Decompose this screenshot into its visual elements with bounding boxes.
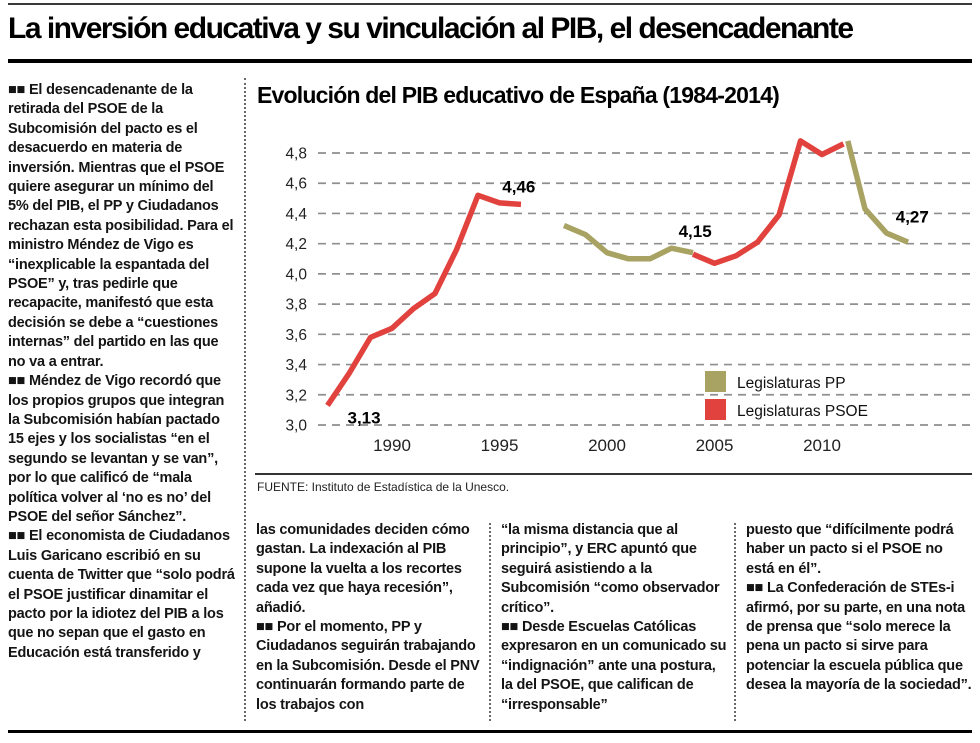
x-axis-tick-label: 1995: [481, 436, 519, 455]
article-paragraph: ■■ El economista de Ciudadanos Luis Gari…: [8, 528, 235, 661]
source-rule: [255, 473, 972, 475]
dotted-column-separator: [244, 78, 246, 721]
article-bottom-column-1: las comunidades deciden cómo gastan. La …: [256, 521, 483, 715]
data-line: [691, 138, 845, 267]
y-axis-tick-label: 3,0: [285, 418, 307, 435]
article-bottom-column-3: puesto que “difícilmente podrá haber un …: [746, 521, 972, 696]
article-paragraph: puesto que “difícilmente podrá haber un …: [746, 522, 954, 577]
data-line: [562, 222, 694, 262]
page-title: La inversión educativa y su vinculación …: [8, 12, 854, 45]
x-axis-tick-label: 1990: [373, 436, 411, 455]
legend-label: Legislaturas PSOE: [737, 403, 868, 420]
article-paragraph: ■■ Por el momento, PP y Ciudadanos segui…: [256, 619, 480, 713]
data-line: [325, 192, 522, 407]
data-label: 3,13: [348, 408, 381, 427]
article-paragraph: ■■ La Confederación de STEs-i afirmó, po…: [746, 580, 972, 694]
y-axis-tick-label: 4,0: [285, 266, 307, 283]
bottom-rule: [8, 730, 972, 733]
data-line: [845, 140, 910, 245]
y-axis-tick-label: 4,2: [285, 236, 307, 253]
article-bottom-column-2: “la misma distancia que al principio”, y…: [501, 521, 728, 715]
y-axis-tick-label: 4,6: [285, 176, 307, 193]
article-paragraph: ■■ Méndez de Vigo recordó que los propio…: [8, 373, 225, 525]
y-axis-tick-label: 3,8: [285, 297, 307, 314]
legend-swatch: [705, 399, 726, 420]
x-axis-tick-label: 2005: [696, 436, 734, 455]
x-axis-tick-label: 2010: [803, 436, 841, 455]
article-paragraph: las comunidades deciden cómo gastan. La …: [256, 522, 470, 616]
legend-swatch: [705, 371, 726, 392]
x-axis-tick-label: 2000: [588, 436, 626, 455]
data-label: 4,15: [679, 222, 712, 241]
data-label: 4,46: [502, 177, 535, 196]
pib-education-line-chart: 3,0 3,2 3,4 3,6 3,8 4,0 4,2 4,4 4,6 4,8 1990 1995 20…: [285, 138, 973, 455]
data-label: 4,27: [896, 208, 929, 227]
article-left-column: ■■ El desencadenante de la retirada del …: [8, 81, 237, 663]
chart-source: FUENTE: Instituto de Estadística de la U…: [257, 480, 510, 494]
y-axis-tick-label: 3,2: [285, 387, 307, 404]
article-paragraph: ■■ El desencadenante de la retirada del …: [8, 82, 234, 370]
y-axis-tick-label: 3,4: [285, 357, 307, 374]
y-axis-tick-label: 4,4: [285, 206, 307, 223]
dotted-column-separator: [734, 523, 736, 721]
dotted-column-separator: [489, 523, 491, 721]
headline-rule: [8, 59, 972, 63]
chart-title: Evolución del PIB educativo de España (1…: [257, 82, 780, 108]
top-rule: [8, 3, 972, 5]
legend-label: Legislaturas PP: [737, 375, 846, 392]
article-paragraph: “la misma distancia que al principio”, y…: [501, 522, 720, 616]
article-paragraph: ■■ Desde Escuelas Católicas expresaron e…: [501, 619, 727, 713]
y-axis-tick-label: 4,8: [285, 146, 307, 163]
y-axis-tick-label: 3,6: [285, 327, 307, 344]
